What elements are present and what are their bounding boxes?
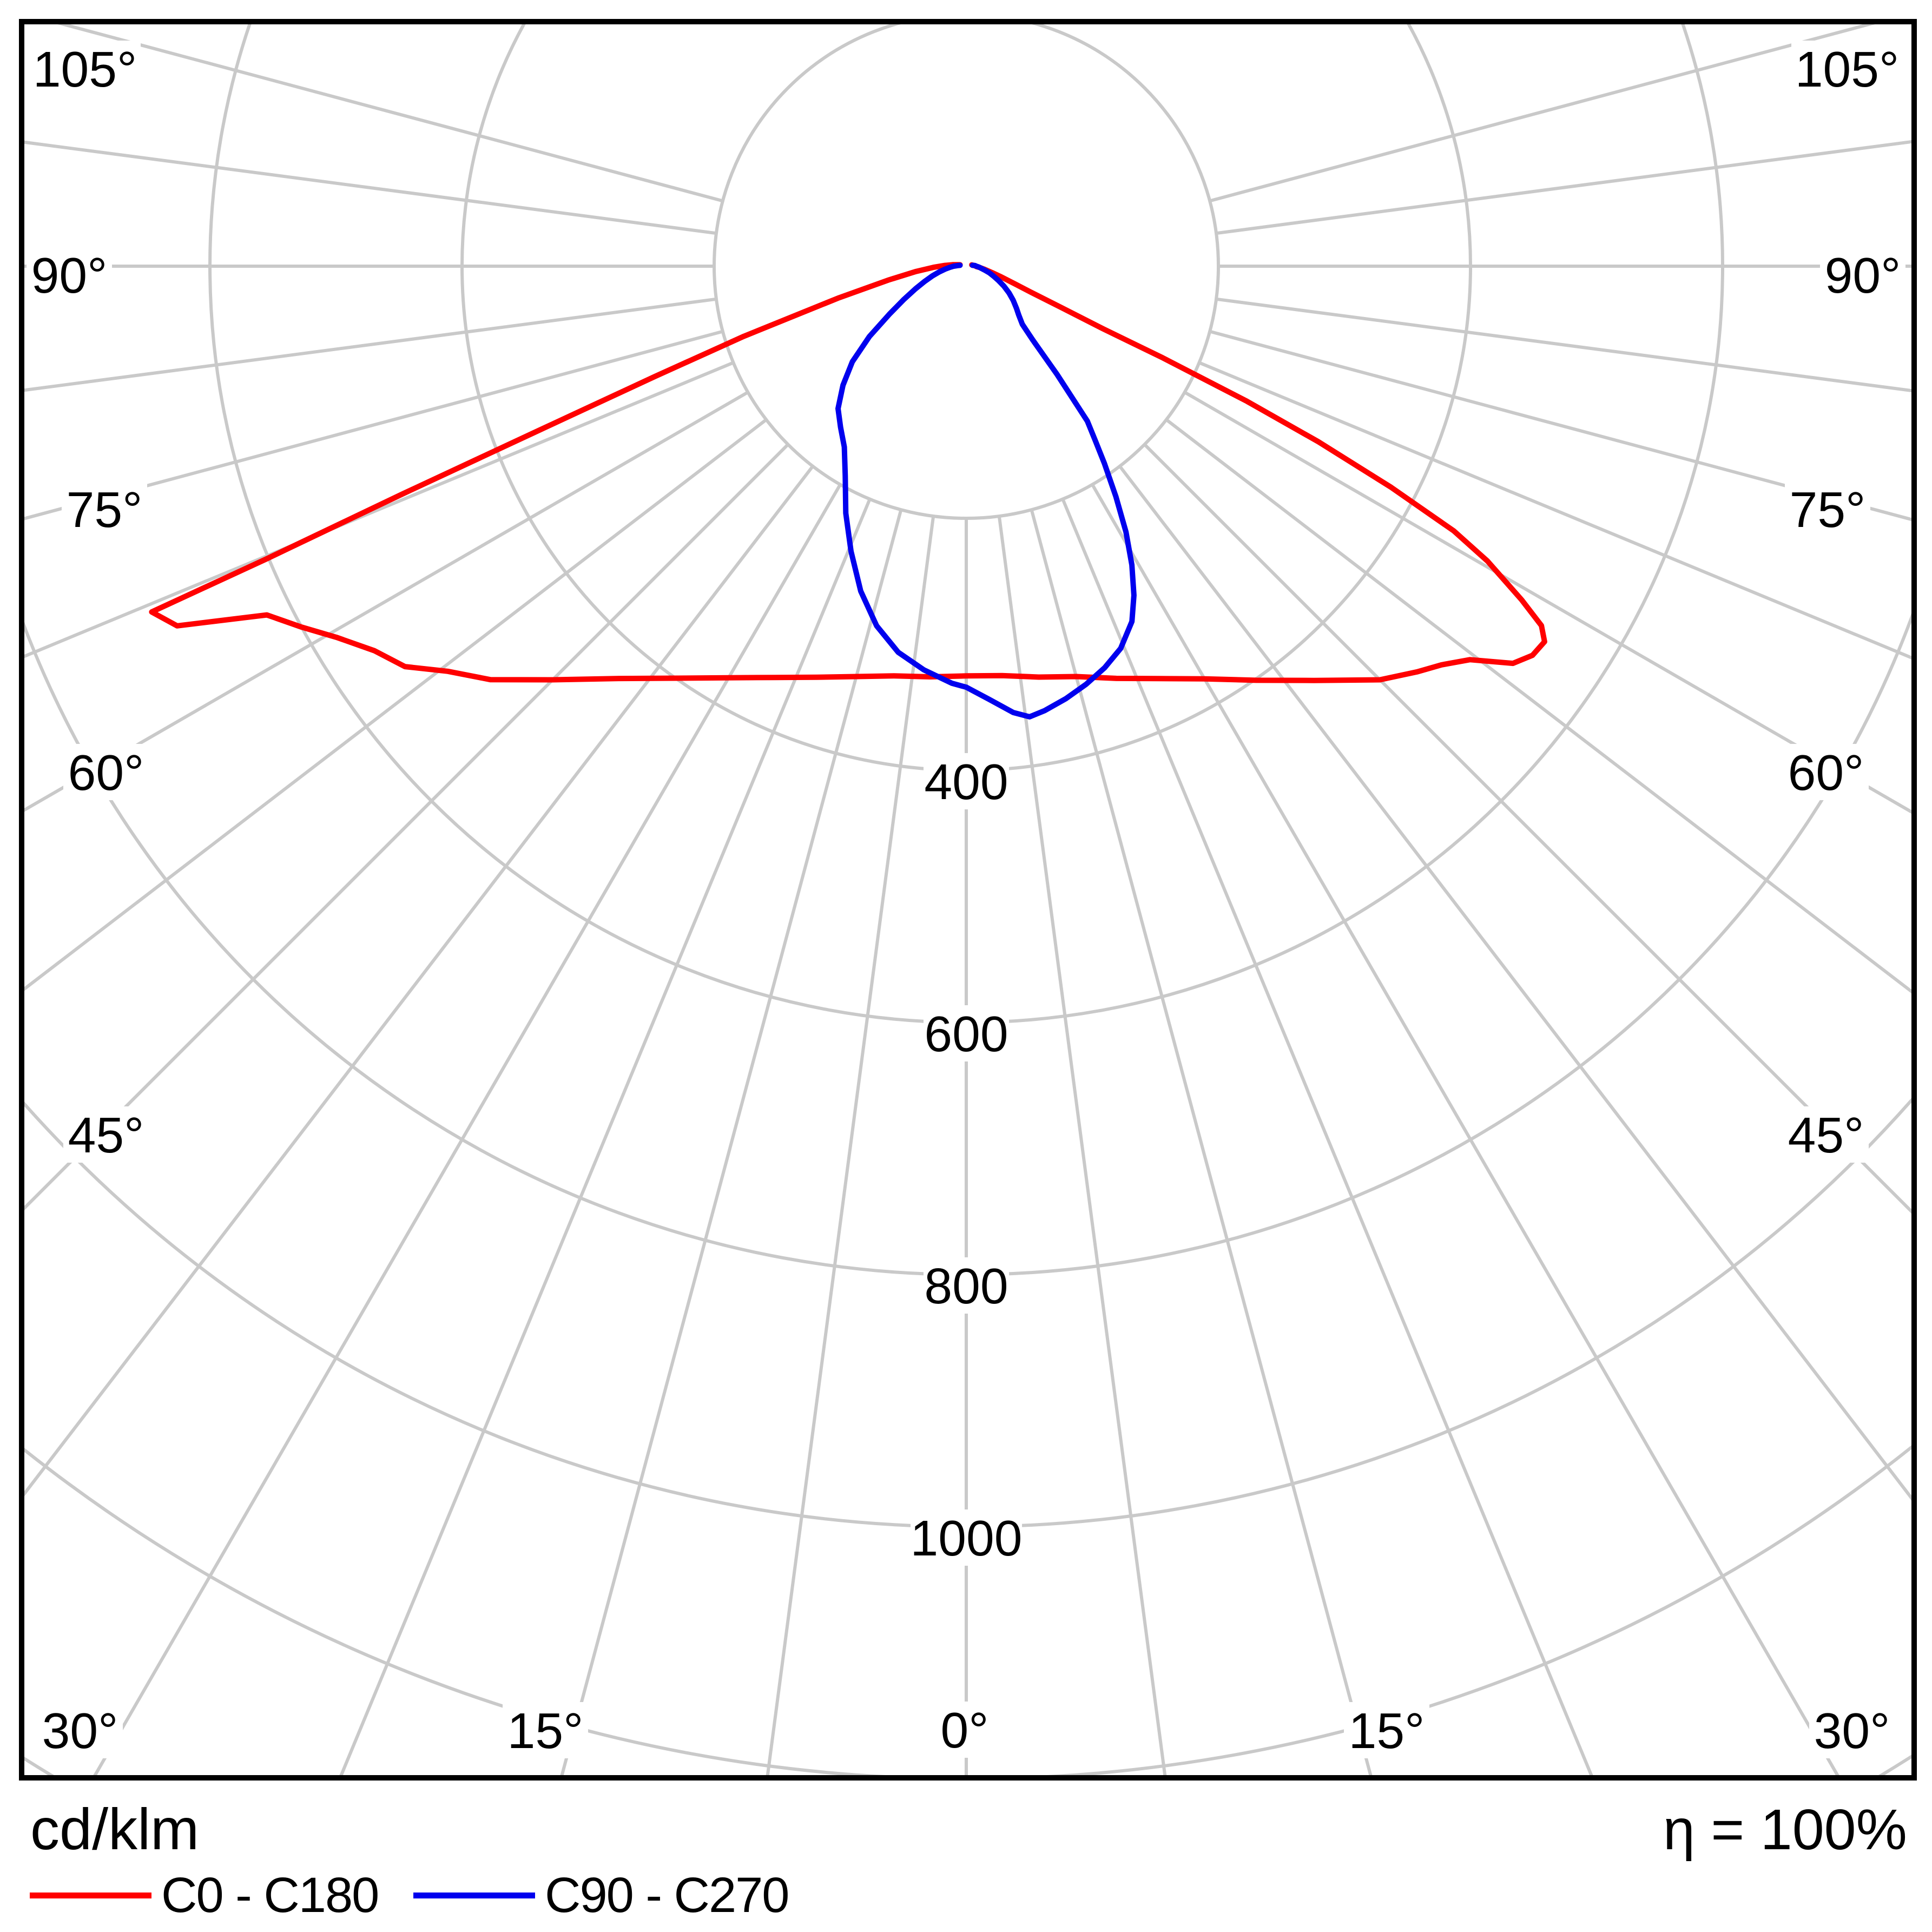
label-backgrounds: [27, 41, 1905, 1758]
angle-label: 90°: [1825, 247, 1901, 304]
grid-radial-30: [1091, 484, 1839, 1775]
angle-label: 30°: [42, 1703, 118, 1759]
angle-label: 45°: [1788, 1107, 1864, 1163]
legend-item-c0-c180: C0 - C180: [30, 1865, 379, 1925]
ring-label: 400: [924, 754, 1008, 810]
angle-label-bg: [935, 1702, 994, 1758]
unit-label: cd/klm: [30, 1796, 200, 1862]
legend-line-blue-icon: [413, 1892, 535, 1898]
angle-label-bg: [1783, 744, 1869, 800]
legend-item-c90-c270: C90 - C270: [413, 1865, 789, 1925]
angle-label-bg: [37, 1702, 123, 1758]
angle-label: 15°: [1349, 1703, 1425, 1759]
grid-radial--97.5: [24, 140, 717, 235]
angle-label-bg: [63, 744, 149, 800]
grid-radial--82.5: [24, 297, 717, 392]
grid-radial--105: [57, 24, 723, 203]
angle-label: 0°: [941, 1702, 989, 1758]
angle-label: 75°: [1790, 482, 1866, 538]
grid-radial--37.5: [24, 465, 814, 1496]
grid-radial--45: [24, 443, 789, 1211]
grid-radial-105: [1209, 24, 1875, 203]
grid-labels: 105° 105° 90° 90° 75° 75° 60° 60° 45° 45° 30° 30° 15…: [31, 41, 1901, 1759]
angle-label: 15°: [507, 1703, 584, 1759]
grid-radial-52.5: [1165, 418, 1911, 994]
ring-label-bg: [924, 1257, 1009, 1314]
grid-radial-37.5: [1118, 465, 1911, 1501]
angle-label: 75°: [67, 482, 143, 538]
grid-radial--7.5: [766, 516, 935, 1775]
legend-label: C0 - C180: [161, 1867, 379, 1923]
angle-label-bg: [1785, 481, 1870, 537]
grid-radial--60: [24, 391, 749, 812]
ring-label-bg: [924, 753, 1009, 809]
grid-radial-60: [1184, 391, 1911, 814]
grid-radial--22.5: [339, 498, 872, 1775]
intensity-curves: [149, 262, 1547, 720]
curve-C0-C180: [149, 262, 1547, 683]
grid-radial-45: [1143, 443, 1911, 1214]
angle-label-bg: [1791, 41, 1903, 97]
plot-border: [19, 19, 1917, 1781]
efficiency-label: η = 100%: [1663, 1798, 1907, 1862]
angle-label-bg: [503, 1702, 588, 1758]
angle-label: 105°: [33, 41, 137, 97]
grid-radial--67.5: [24, 361, 734, 658]
ring-label: 1000: [911, 1510, 1023, 1566]
grid-radial-82.5: [1216, 297, 1911, 393]
angle-label: 60°: [1788, 744, 1864, 801]
angle-label-bg: [29, 41, 141, 97]
ring-label: 600: [924, 1006, 1008, 1062]
angle-label-bg: [1809, 1702, 1895, 1758]
angle-label-bg: [1783, 1106, 1869, 1163]
angle-label: 45°: [68, 1107, 144, 1163]
grid-radial-22.5: [1061, 498, 1593, 1775]
angle-label: 105°: [1795, 41, 1899, 97]
curve-C90-C270: [835, 262, 1137, 720]
grid-radial--52.5: [24, 418, 768, 991]
angle-label: 90°: [31, 247, 108, 304]
legend-line-red-icon: [30, 1892, 151, 1898]
ring-label-bg: [924, 1005, 1009, 1061]
angle-label-bg: [63, 1106, 149, 1163]
angle-label-bg: [27, 247, 112, 303]
grid-radial--75: [24, 329, 723, 520]
grid-radial-7.5: [997, 516, 1167, 1775]
ring-label-bg: [911, 1509, 1022, 1566]
angle-label-bg: [1820, 247, 1905, 303]
ring-label: 800: [924, 1258, 1008, 1314]
angle-label: 30°: [1814, 1703, 1890, 1759]
grid-radial-15: [1030, 509, 1373, 1775]
plot-frame: [19, 19, 1917, 1781]
grid-radial-97.5: [1216, 140, 1911, 235]
angle-label-bg: [1344, 1702, 1429, 1758]
grid-radial-67.5: [1198, 361, 1911, 660]
grid-radial--30: [93, 484, 842, 1775]
angle-label-bg: [62, 481, 147, 537]
legend-label: C90 - C270: [545, 1867, 789, 1923]
grid-ring-200: [713, 24, 1220, 520]
grid-radial--15: [560, 509, 903, 1775]
angle-label: 60°: [68, 744, 144, 801]
grid-radial-75: [1209, 329, 1911, 522]
